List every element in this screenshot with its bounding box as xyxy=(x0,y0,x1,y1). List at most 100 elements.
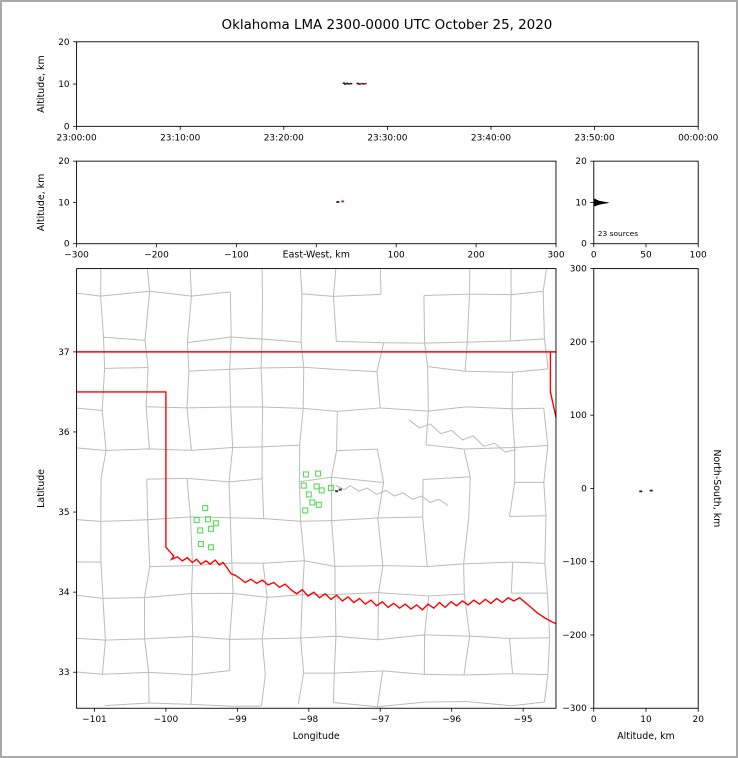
vhf-source-point xyxy=(649,489,653,492)
tick-label: 0 xyxy=(64,240,70,250)
lightning-source-marker xyxy=(207,544,214,551)
tick-label: 20 xyxy=(693,715,705,725)
vhf-source-point xyxy=(336,201,340,203)
tick-label: 00:00:00 xyxy=(678,133,718,143)
plot-title: Oklahoma LMA 2300-0000 UTC October 25, 2… xyxy=(222,18,553,33)
tick-label: 10 xyxy=(575,198,587,208)
tick-label: 0 xyxy=(64,122,70,132)
oklahoma-state-border xyxy=(76,391,556,625)
lightning-source-marker xyxy=(305,491,312,498)
map-panel xyxy=(76,268,557,709)
tick-label: −99 xyxy=(228,715,247,725)
altitude-histogram-profile xyxy=(593,198,610,207)
lightning-source-marker xyxy=(315,501,322,508)
tick-label: 0 xyxy=(581,484,587,494)
tick-label: 20 xyxy=(575,157,587,167)
tick-label: −96 xyxy=(442,715,461,725)
vhf-source-point xyxy=(362,83,365,85)
tick-label: 23:50:00 xyxy=(575,133,615,143)
lightning-source-marker xyxy=(309,499,316,506)
tick-label: 300 xyxy=(570,265,587,275)
tick-label: −101 xyxy=(82,715,107,725)
tick-label: −95 xyxy=(514,715,533,725)
tick-label: 23:40:00 xyxy=(471,133,511,143)
vhf-source-point xyxy=(358,83,361,85)
tick-label: 36 xyxy=(58,428,70,438)
ew-height-panel xyxy=(76,160,557,245)
tick-label: 23:00:00 xyxy=(57,133,97,143)
tick-label: 33 xyxy=(58,668,69,678)
tick-label: 10 xyxy=(58,198,70,208)
lightning-source-marker xyxy=(327,484,334,492)
tick-label: 300 xyxy=(547,251,564,261)
tick-label: 35 xyxy=(58,508,69,518)
tick-label: −300 xyxy=(562,704,587,714)
tick-label: 23:30:00 xyxy=(367,133,407,143)
oklahoma-state-border xyxy=(549,351,556,421)
tick-label: −98 xyxy=(299,715,318,725)
tick-label: 20 xyxy=(58,38,70,48)
lightning-source-marker xyxy=(207,525,214,532)
alt-histogram-panel xyxy=(593,160,699,245)
vhf-source-point xyxy=(347,83,350,85)
tick-label: −97 xyxy=(371,715,390,725)
x-axis-label: Longitude xyxy=(293,731,340,742)
source-count-label: 23 sources xyxy=(598,229,639,238)
tick-label: 0 xyxy=(581,240,587,250)
lightning-source-marker xyxy=(202,505,209,512)
tick-label: −100 xyxy=(562,558,587,568)
tick-label: 100 xyxy=(570,411,587,421)
y-axis-label: Latitude xyxy=(36,469,47,508)
tick-label: −200 xyxy=(144,251,169,261)
ns-height-panel xyxy=(593,268,699,709)
tick-label: 100 xyxy=(690,251,707,261)
vhf-source-point xyxy=(345,82,349,85)
x-axis-label: Altitude, km xyxy=(617,731,675,742)
vhf-source-point xyxy=(335,490,339,493)
tick-label: −100 xyxy=(154,715,179,725)
tick-label: −300 xyxy=(64,251,89,261)
lightning-source-marker xyxy=(302,507,309,514)
lightning-source-marker xyxy=(302,471,309,478)
lightning-source-marker xyxy=(205,516,212,523)
lightning-source-marker xyxy=(318,487,325,494)
y-axis-label-right: North-South, km xyxy=(711,449,722,527)
vhf-source-point xyxy=(360,82,363,85)
lightning-source-marker xyxy=(197,541,204,548)
tick-label: 0 xyxy=(591,251,597,261)
tick-label: 10 xyxy=(640,715,652,725)
tick-label: 23:20:00 xyxy=(264,133,304,143)
time-height-panel xyxy=(76,41,699,127)
vhf-source-point xyxy=(356,82,359,85)
lightning-source-marker xyxy=(193,517,200,524)
river-line xyxy=(408,419,517,453)
vhf-source-point xyxy=(341,200,345,203)
lightning-source-marker xyxy=(315,470,322,477)
vhf-source-point xyxy=(639,490,643,493)
map-layers xyxy=(76,268,556,708)
tick-label: −200 xyxy=(562,631,587,641)
lightning-source-marker xyxy=(197,527,204,534)
tick-label: −100 xyxy=(224,251,249,261)
vhf-source-point xyxy=(364,82,367,85)
tick-label: 10 xyxy=(58,80,70,90)
lightning-source-marker xyxy=(212,520,219,527)
tick-label: 200 xyxy=(570,338,587,348)
tick-label: 23:10:00 xyxy=(160,133,200,143)
x-axis-label: East-West, km xyxy=(283,250,350,261)
y-axis-label: Altitude, km xyxy=(36,174,47,232)
tick-label: 50 xyxy=(640,251,652,261)
tick-label: 0 xyxy=(591,715,597,725)
vhf-source-point xyxy=(338,488,342,491)
y-axis-label: Altitude, km xyxy=(36,55,47,113)
tick-label: 20 xyxy=(58,157,70,167)
tick-label: 200 xyxy=(468,251,485,261)
tick-label: 100 xyxy=(388,251,405,261)
river-line xyxy=(335,485,449,507)
vhf-source-point xyxy=(349,82,353,85)
lightning-source-marker xyxy=(300,482,307,489)
county-borders xyxy=(76,268,551,708)
vhf-source-point xyxy=(344,83,347,85)
tick-label: 37 xyxy=(58,348,69,358)
